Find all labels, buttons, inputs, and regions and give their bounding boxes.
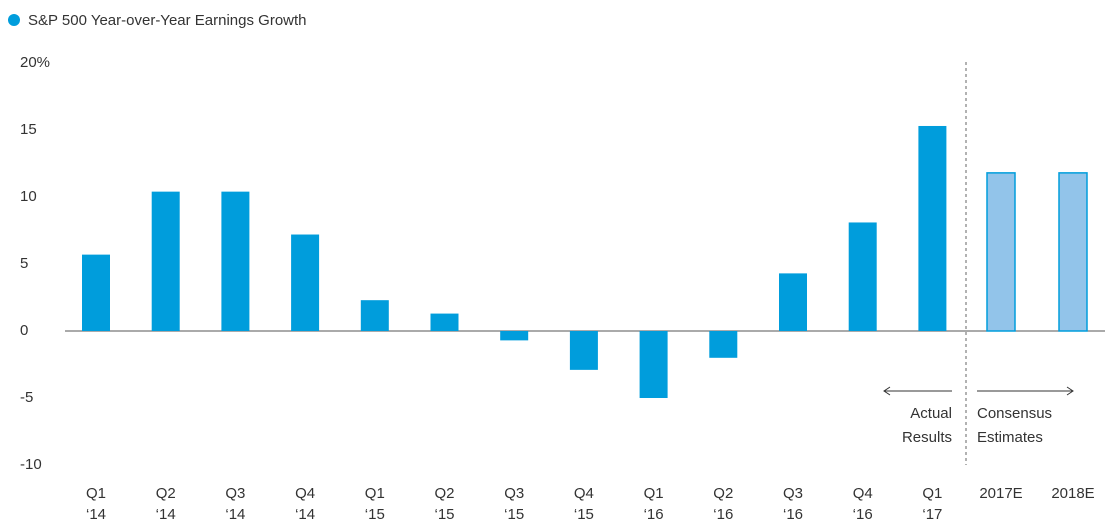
arrows [883, 386, 1074, 396]
bar [430, 313, 459, 331]
x-tick-label: ‘17 [922, 506, 942, 523]
x-tick-label: 2018E [1051, 485, 1094, 502]
x-tick-label: ‘15 [365, 506, 385, 523]
y-tick-label: -10 [20, 456, 42, 473]
bar [848, 222, 877, 331]
legend-label: S&P 500 Year-over-Year Earnings Growth [28, 12, 307, 29]
x-tick-label: ‘16 [783, 506, 803, 523]
y-tick-label: -5 [20, 389, 33, 406]
x-tick-label: Q2 [713, 485, 733, 502]
legend-marker [8, 14, 20, 26]
bar [82, 254, 110, 331]
x-tick-label: ‘14 [86, 506, 106, 523]
bar [569, 331, 598, 370]
bar [221, 191, 250, 331]
x-tick-label: ‘15 [434, 506, 454, 523]
x-tick-label: Q3 [504, 485, 524, 502]
annotation: Estimates [977, 429, 1043, 446]
bar [500, 331, 529, 341]
x-tick-label: Q1 [644, 485, 664, 502]
x-tick-label: Q1 [365, 485, 385, 502]
x-tick-label: Q3 [783, 485, 803, 502]
x-tick-label: ‘15 [504, 506, 524, 523]
bar [151, 191, 180, 331]
x-tick-label: ‘14 [225, 506, 245, 523]
bar [1058, 172, 1088, 332]
bar [709, 331, 738, 358]
x-tick-label: Q1 [922, 485, 942, 502]
x-tick-label: ‘15 [574, 506, 594, 523]
x-tick-label: ‘14 [295, 506, 315, 523]
x-tick-label: Q4 [574, 485, 594, 502]
annotation: Consensus [977, 405, 1052, 422]
x-tick-label: Q2 [434, 485, 454, 502]
bar [779, 273, 807, 331]
x-tick-label: Q3 [225, 485, 245, 502]
y-tick-label: 10 [20, 188, 37, 205]
x-tick-label: ‘14 [156, 506, 176, 523]
x-tick-label: ‘16 [644, 506, 664, 523]
bar [360, 300, 389, 331]
x-tick-label: 2017E [979, 485, 1022, 502]
x-tick-label: Q2 [156, 485, 176, 502]
y-tick-label: 15 [20, 121, 37, 138]
y-tick-label: 0 [20, 322, 28, 339]
x-tick-label: Q4 [853, 485, 873, 502]
x-tick-label: ‘16 [713, 506, 733, 523]
x-tick-label: Q1 [86, 485, 106, 502]
annotation: Actual [910, 405, 952, 422]
annotation: Results [902, 429, 952, 446]
bar [918, 125, 947, 331]
bar [291, 234, 320, 331]
bar [986, 172, 1016, 332]
y-tick-label: 5 [20, 255, 28, 272]
bar [639, 331, 668, 398]
x-tick-label: ‘16 [853, 506, 873, 523]
x-tick-label: Q4 [295, 485, 315, 502]
y-tick-label: 20% [20, 54, 50, 71]
